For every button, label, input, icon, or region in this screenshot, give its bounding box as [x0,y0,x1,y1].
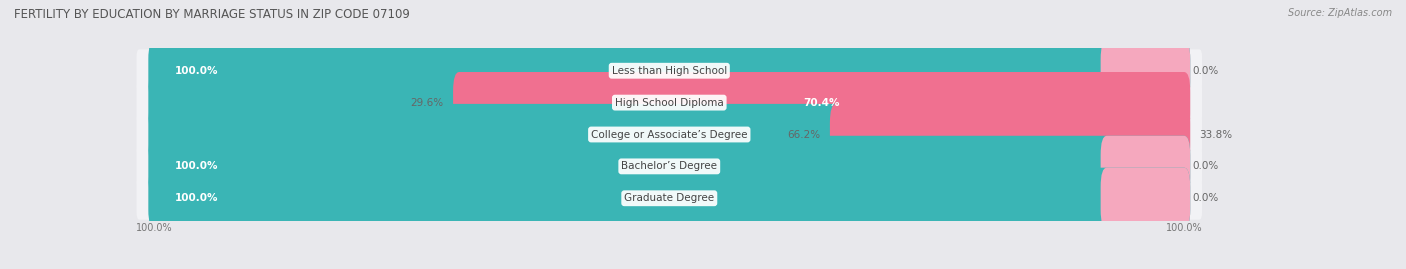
Text: 33.8%: 33.8% [1199,129,1233,140]
FancyBboxPatch shape [149,168,1191,229]
Text: 66.2%: 66.2% [787,129,821,140]
Text: College or Associate’s Degree: College or Associate’s Degree [591,129,748,140]
FancyBboxPatch shape [453,72,1191,133]
FancyBboxPatch shape [136,113,1202,156]
FancyBboxPatch shape [149,104,842,165]
FancyBboxPatch shape [149,136,1191,197]
Text: 0.0%: 0.0% [1192,161,1219,171]
FancyBboxPatch shape [149,104,1191,165]
FancyBboxPatch shape [136,177,1202,220]
FancyBboxPatch shape [1101,136,1191,197]
FancyBboxPatch shape [149,72,1191,133]
Text: Less than High School: Less than High School [612,66,727,76]
Text: 0.0%: 0.0% [1192,193,1219,203]
FancyBboxPatch shape [149,136,1191,197]
Text: Source: ZipAtlas.com: Source: ZipAtlas.com [1288,8,1392,18]
Text: 29.6%: 29.6% [411,98,444,108]
FancyBboxPatch shape [1101,168,1191,229]
FancyBboxPatch shape [830,104,1191,165]
FancyBboxPatch shape [136,81,1202,124]
FancyBboxPatch shape [149,40,1191,101]
FancyBboxPatch shape [1101,40,1191,101]
Text: Graduate Degree: Graduate Degree [624,193,714,203]
Text: 100.0%: 100.0% [176,161,218,171]
Text: 0.0%: 0.0% [1192,66,1219,76]
Text: High School Diploma: High School Diploma [614,98,724,108]
FancyBboxPatch shape [149,72,465,133]
Text: 100.0%: 100.0% [176,66,218,76]
FancyBboxPatch shape [136,145,1202,188]
Text: 100.0%: 100.0% [176,193,218,203]
Text: 70.4%: 70.4% [803,98,839,108]
FancyBboxPatch shape [136,49,1202,92]
Text: Bachelor’s Degree: Bachelor’s Degree [621,161,717,171]
FancyBboxPatch shape [149,40,1191,101]
FancyBboxPatch shape [149,168,1191,229]
Text: FERTILITY BY EDUCATION BY MARRIAGE STATUS IN ZIP CODE 07109: FERTILITY BY EDUCATION BY MARRIAGE STATU… [14,8,411,21]
